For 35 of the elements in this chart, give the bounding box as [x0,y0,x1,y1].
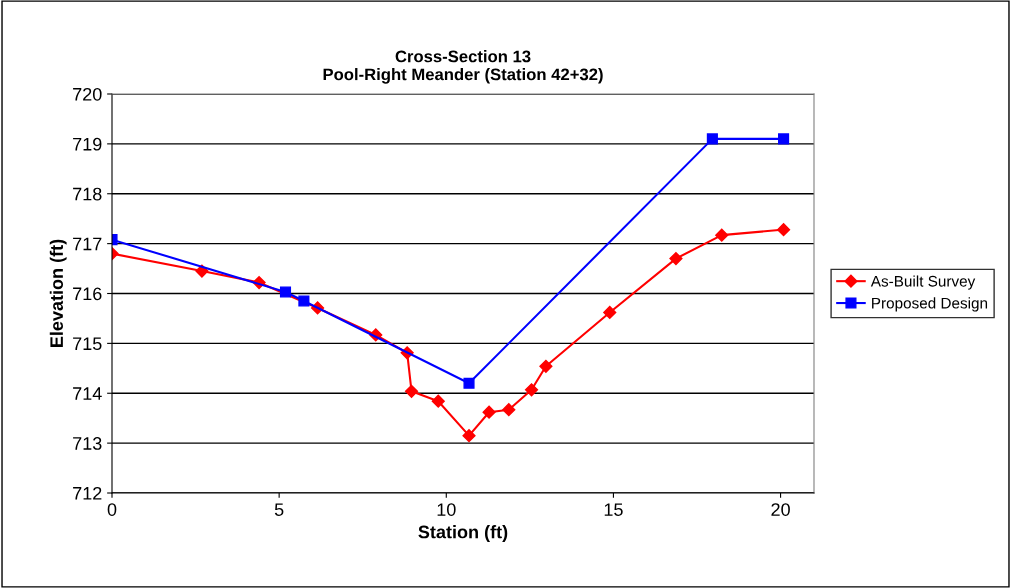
point [539,359,553,373]
x-tick-label: 0 [107,503,117,516]
point [603,305,617,320]
legend-label: Proposed Design [872,297,988,312]
point [431,394,445,408]
point [482,405,496,419]
y-tick-label: 716 [73,287,102,301]
x-tick-label: 15 [604,503,623,516]
point [524,383,539,397]
point [669,251,683,266]
point [706,133,718,145]
x-axis-title: Station (ft) [418,525,508,542]
y-tick-label: 712 [73,486,102,500]
point [298,295,310,307]
y-tick-label: 718 [73,187,102,201]
x-tick-label: 10 [437,503,456,516]
y-tick-label: 720 [73,87,102,101]
legend-label: As-Built Survey [870,275,976,290]
y-tick-label: 713 [73,437,102,450]
x-tick-label: 20 [771,503,790,516]
point [715,228,729,242]
point [778,133,790,145]
y-tick-label: 719 [73,137,102,151]
chart-title: Cross-Section 13 Pool-Right Meander (Station 42+32) [323,50,603,84]
point [463,377,475,389]
y-axis-title: Elevation (ft) [49,239,67,347]
x-tick-label: 5 [274,503,284,516]
point [462,429,476,443]
point [502,403,516,417]
y-tick-label: 714 [73,387,102,400]
y-tick-label: 715 [73,337,102,351]
point [776,223,791,237]
y-tick-label: 717 [73,237,102,251]
point [279,286,292,298]
point [404,384,419,398]
